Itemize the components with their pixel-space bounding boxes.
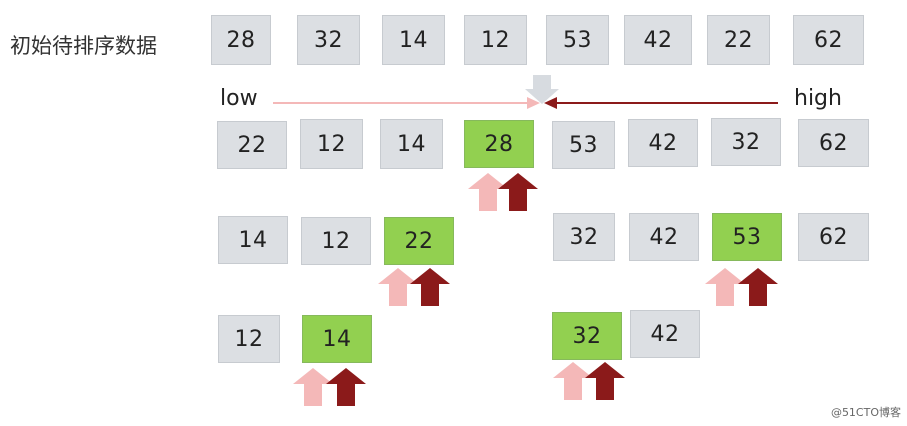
high-pointer-arrow-icon bbox=[498, 173, 538, 211]
initial-cell: 14 bbox=[382, 15, 445, 65]
pivot-cell: 22 bbox=[384, 217, 454, 265]
pass1-cell: 62 bbox=[798, 119, 869, 167]
low-label: low bbox=[220, 86, 258, 111]
pivot-cell: 14 bbox=[302, 315, 372, 363]
down-arrow-icon bbox=[525, 75, 559, 104]
initial-cell: 32 bbox=[297, 15, 360, 65]
pass1-cell: 12 bbox=[300, 119, 363, 169]
high-pointer-arrow-icon bbox=[326, 368, 366, 406]
pass2-left-cell: 14 bbox=[218, 216, 288, 264]
initial-cell: 62 bbox=[793, 15, 864, 65]
pass1-cell: 42 bbox=[628, 119, 698, 167]
diagram-title: 初始待排序数据 bbox=[10, 34, 157, 58]
initial-cell: 28 bbox=[211, 15, 271, 65]
pass1-cell: 53 bbox=[552, 121, 615, 169]
initial-cell: 12 bbox=[464, 15, 527, 65]
pivot-cell: 53 bbox=[712, 213, 782, 261]
initial-cell: 53 bbox=[546, 15, 609, 65]
low-pointer-arrow-icon bbox=[705, 268, 745, 306]
pass2-right-cell: 42 bbox=[629, 213, 699, 261]
pivot-cell: 28 bbox=[464, 120, 534, 168]
low-pointer-head bbox=[527, 97, 540, 109]
high-pointer-arrow-icon bbox=[738, 268, 778, 306]
pass2-right-cell: 32 bbox=[553, 213, 615, 261]
pass1-cell: 32 bbox=[711, 118, 781, 166]
low-pointer-arrow-icon bbox=[468, 173, 508, 211]
low-pointer-arrow-icon bbox=[293, 368, 333, 406]
watermark: @51CTO博客 bbox=[830, 406, 901, 419]
high-label: high bbox=[794, 86, 842, 111]
pass2-left-cell: 12 bbox=[301, 217, 371, 265]
high-pointer-arrow-icon bbox=[585, 362, 625, 400]
initial-cell: 42 bbox=[624, 15, 692, 65]
pivot-cell: 32 bbox=[552, 312, 622, 360]
low-pointer-arrow-icon bbox=[378, 268, 418, 306]
pass1-cell: 22 bbox=[217, 121, 287, 169]
high-pointer-arrow-icon bbox=[410, 268, 450, 306]
initial-cell: 22 bbox=[707, 15, 770, 65]
pass3-right-cell: 42 bbox=[630, 310, 700, 358]
high-pointer-head bbox=[544, 97, 557, 109]
low-pointer-arrow-icon bbox=[553, 362, 593, 400]
pass1-cell: 14 bbox=[380, 119, 443, 169]
pass2-right-cell: 62 bbox=[798, 213, 869, 261]
pass3-left-cell: 12 bbox=[218, 315, 280, 363]
